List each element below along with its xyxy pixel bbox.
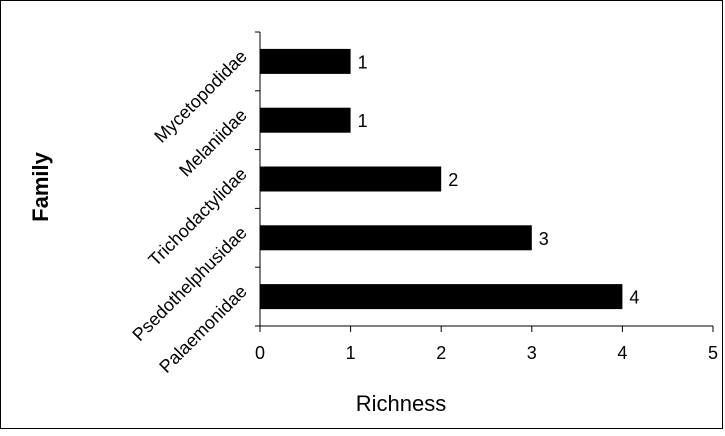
bar bbox=[260, 225, 532, 251]
data-label: 1 bbox=[358, 52, 368, 72]
bar bbox=[260, 166, 442, 192]
x-tick-label: 1 bbox=[346, 343, 356, 363]
data-label: 3 bbox=[539, 229, 549, 249]
x-tick-label: 3 bbox=[527, 343, 537, 363]
x-tick-label: 2 bbox=[436, 343, 446, 363]
x-axis-label: Richness bbox=[356, 391, 446, 416]
bar bbox=[260, 107, 351, 133]
data-label: 1 bbox=[358, 111, 368, 131]
bar bbox=[260, 48, 351, 74]
data-label: 4 bbox=[629, 288, 639, 308]
data-label: 2 bbox=[448, 170, 458, 190]
x-tick-label: 5 bbox=[708, 343, 718, 363]
x-tick-label: 0 bbox=[255, 343, 265, 363]
y-axis-label: Family bbox=[28, 151, 53, 221]
x-tick-label: 4 bbox=[617, 343, 627, 363]
bar bbox=[260, 284, 623, 310]
